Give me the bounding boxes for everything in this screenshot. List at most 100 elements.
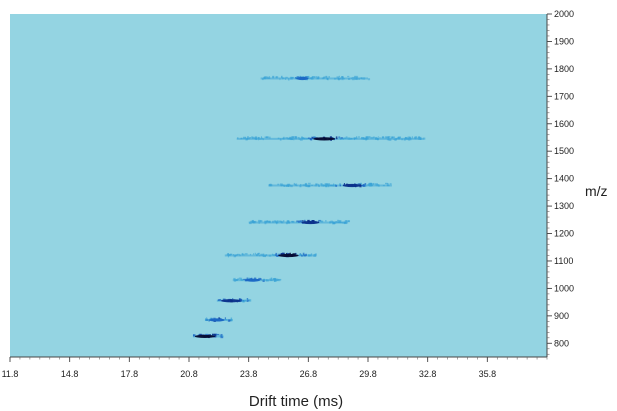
band-speckle: [242, 253, 243, 255]
band-speckle: [253, 221, 256, 223]
band-speckle: [330, 221, 333, 223]
band-speckle: [350, 138, 353, 140]
band-speckle: [241, 138, 242, 139]
band-speckle: [257, 253, 258, 254]
band-speckle: [234, 279, 236, 281]
band-speckle: [244, 300, 245, 301]
band-speckle: [339, 220, 342, 222]
band-speckle: [287, 184, 289, 185]
y-tick-label: 1800: [554, 64, 574, 74]
band-speckle: [279, 279, 282, 280]
band-speckle: [343, 137, 346, 139]
band-speckle: [311, 185, 313, 186]
band-speckle: [266, 254, 268, 255]
band-speckle: [401, 138, 403, 140]
band-speckle: [218, 299, 219, 301]
band-speckle: [212, 334, 215, 335]
band-speckle: [280, 138, 282, 140]
band-speckle: [290, 185, 292, 187]
band-speckle: [362, 77, 365, 79]
y-tick-label: 1600: [554, 119, 574, 129]
x-tick-label: 14.8: [61, 369, 79, 379]
x-tick-label: 20.8: [180, 369, 198, 379]
band-speckle: [264, 221, 267, 223]
band-speckle: [361, 138, 362, 140]
band-speckle: [368, 78, 370, 80]
band-speckle: [316, 184, 318, 186]
band-speckle: [341, 78, 343, 80]
band-speckle: [264, 279, 265, 281]
band-speckle: [344, 78, 345, 79]
band-speckle: [270, 184, 272, 185]
band-speckle: [325, 76, 327, 78]
band-speckle: [222, 335, 224, 336]
band-peak: [195, 335, 215, 338]
band-speckle: [418, 137, 421, 139]
band-speckle: [243, 279, 245, 280]
x-tick-label: 29.8: [359, 369, 377, 379]
band-speckle: [275, 253, 277, 255]
band-speckle: [320, 220, 321, 221]
band-speckle: [247, 278, 248, 280]
band-speckle: [298, 137, 300, 139]
band-speckle: [279, 78, 280, 80]
band-speckle: [304, 255, 305, 257]
band-peak: [343, 184, 362, 187]
band-speckle: [216, 334, 217, 335]
band-speckle: [252, 138, 253, 139]
band-speckle: [358, 136, 360, 137]
band-speckle: [269, 137, 270, 139]
band-speckle: [308, 137, 310, 138]
band-speckle: [366, 137, 368, 139]
band-speckle: [367, 184, 369, 185]
y-tick-label: 2000: [554, 9, 574, 19]
band-speckle: [239, 298, 241, 299]
band-speckle: [193, 334, 195, 336]
band-speckle: [240, 278, 242, 280]
band-speckle: [310, 138, 312, 140]
band-speckle: [287, 138, 288, 140]
band-speckle: [257, 137, 259, 139]
band-speckle: [305, 185, 307, 187]
band-speckle: [291, 221, 293, 222]
y-axis-title: m/z: [585, 183, 608, 199]
band-speckle: [314, 76, 315, 78]
band-speckle: [283, 185, 285, 187]
y-tick-label: 1200: [554, 229, 574, 239]
band-speckle: [382, 136, 384, 138]
band-speckle: [245, 137, 246, 139]
band-speckle: [245, 253, 248, 255]
band-speckle: [363, 138, 366, 139]
band-speckle: [321, 184, 324, 186]
band-speckle: [259, 255, 260, 257]
band-speckle: [263, 138, 264, 140]
band-speckle: [303, 184, 305, 186]
y-tick-label: 1100: [554, 256, 573, 266]
band-speckle: [423, 138, 425, 140]
band-speckle: [409, 138, 412, 140]
band-speckle: [256, 254, 257, 256]
band-speckle: [378, 136, 379, 137]
band-speckle: [305, 183, 307, 185]
band-speckle: [309, 185, 310, 187]
band-peak: [296, 77, 308, 80]
x-tick-label: 11.8: [2, 369, 19, 379]
band-speckle: [387, 185, 390, 186]
band-speckle: [288, 78, 290, 80]
band-speckle: [255, 253, 256, 255]
band-speckle: [234, 255, 236, 257]
band-speckle: [296, 220, 299, 221]
band-speckle: [229, 254, 231, 255]
band-speckle: [273, 254, 275, 256]
band-speckle: [272, 76, 273, 78]
band-speckle: [205, 318, 206, 319]
band-speckle: [351, 77, 352, 79]
band-peak: [301, 221, 319, 224]
band-speckle: [288, 220, 290, 222]
y-tick-label: 1400: [554, 174, 574, 184]
x-tick-label: 32.8: [419, 369, 437, 379]
band-speckle: [253, 253, 254, 254]
band-speckle: [396, 139, 397, 140]
band-speckle: [220, 335, 221, 337]
band-speckle: [328, 76, 330, 78]
